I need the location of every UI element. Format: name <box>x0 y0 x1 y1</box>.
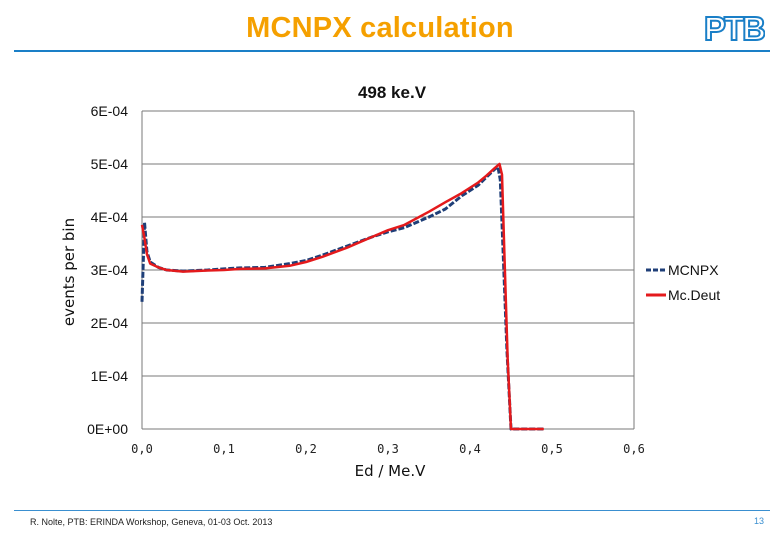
ptb-logo-text: PTB <box>704 10 765 46</box>
x-tick-label: 0,6 <box>623 442 645 456</box>
tick-layer: 0E+00 1E-04 2E-04 3E-04 4E-04 5E-04 6E-04 0,0 0,… <box>87 103 645 456</box>
y-tick-label: 3E-04 <box>91 262 129 278</box>
y-tick-label: 4E-04 <box>91 209 129 225</box>
x-tick-label: 0,4 <box>459 442 481 456</box>
y-tick-label: 0E+00 <box>87 421 128 437</box>
x-tick-label: 0,0 <box>131 442 153 456</box>
x-tick-label: 0,1 <box>213 442 235 456</box>
chart-title: 498 ke.V <box>358 83 427 102</box>
series-line-mc-deut <box>140 162 544 431</box>
x-axis-title: Ed / Me.V <box>355 462 427 480</box>
x-tick-label: 0,5 <box>541 442 563 456</box>
y-tick-label: 2E-04 <box>91 315 129 331</box>
footer-citation: R. Nolte, PTB: ERINDA Workshop, Geneva, … <box>30 517 273 527</box>
y-tick-label: 1E-04 <box>91 368 129 384</box>
x-tick-label: 0,2 <box>295 442 317 456</box>
y-tick-label: 6E-04 <box>91 103 129 119</box>
grid-layer <box>141 110 635 430</box>
footer-rule <box>14 510 770 511</box>
ptb-logo: PTB <box>703 10 765 46</box>
series-line-mcnpx <box>140 165 544 431</box>
y-axis-title: events per bin <box>60 218 78 326</box>
legend-label-mcdeut: Mc.Deut <box>668 287 720 303</box>
legend: MCNPX Mc.Deut <box>646 262 720 303</box>
x-tick-label: 0,3 <box>377 442 399 456</box>
y-tick-label: 5E-04 <box>91 156 129 172</box>
slide-title: MCNPX calculation <box>246 12 514 44</box>
page-number: 13 <box>753 516 764 526</box>
legend-label-mcnpx: MCNPX <box>668 262 719 278</box>
series-layer <box>140 162 544 431</box>
title-rule <box>14 50 770 52</box>
